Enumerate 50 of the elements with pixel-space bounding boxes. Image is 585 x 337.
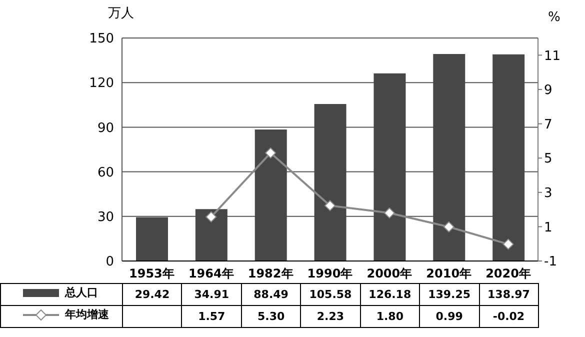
data-label: 29.42	[122, 284, 182, 306]
data-label: 1.57	[182, 306, 242, 328]
point	[324, 200, 336, 212]
y2-tick-label: 5	[544, 152, 552, 167]
y2-tick-label: 11	[544, 48, 561, 64]
data-label: 34.91	[182, 284, 242, 306]
bar	[195, 209, 228, 261]
y2-tick-label: 7	[544, 117, 552, 132]
data-label: 5.30	[241, 306, 301, 328]
point	[265, 147, 276, 158]
y-tick-label: 0	[106, 254, 114, 270]
data-label: 1.80	[360, 306, 420, 328]
point	[384, 207, 395, 218]
bar	[254, 129, 287, 261]
data-label: -0.02	[479, 306, 538, 328]
y2-tick-label: -1	[544, 254, 557, 270]
bar	[492, 54, 525, 261]
legend-label: 年均增速	[64, 307, 109, 323]
x-tick-label: 1990年	[307, 266, 353, 281]
y-tick-label: 30	[97, 210, 114, 226]
point	[443, 221, 454, 232]
y-tick-label: 150	[89, 32, 114, 47]
data-label: 139.25	[420, 284, 480, 306]
data-label: 2.23	[300, 306, 360, 328]
y-tick-label: 60	[97, 165, 114, 180]
x-tick-label: 2000年	[366, 266, 412, 281]
data-label: 0.99	[420, 306, 480, 328]
bar	[314, 104, 346, 261]
y2-tick-label: 9	[544, 83, 552, 98]
y2-tick-label: 1	[544, 220, 552, 236]
x-tick-label: 1982年	[248, 266, 294, 281]
y-axis-title: 万人	[108, 5, 134, 22]
bar	[136, 217, 168, 261]
y-tick-label: 90	[97, 120, 114, 136]
legend-label: 总人口	[64, 285, 98, 301]
bar	[374, 73, 406, 261]
data-label: 105.58	[300, 284, 360, 306]
y-tick-label: 120	[89, 76, 114, 92]
x-tick-label: 1953年	[129, 266, 174, 281]
bar	[433, 54, 466, 261]
data-label: 126.18	[360, 284, 420, 306]
x-tick-label: 2020年	[486, 266, 531, 281]
data-label: 88.49	[241, 284, 301, 306]
x-tick-label: 2010年	[426, 266, 472, 281]
point	[206, 211, 217, 222]
y2-tick-label: 3	[544, 186, 552, 201]
y2-axis-title: %	[548, 10, 560, 25]
x-tick-label: 1964年	[188, 266, 234, 281]
data-label: 138.97	[479, 284, 538, 306]
point	[502, 238, 514, 250]
